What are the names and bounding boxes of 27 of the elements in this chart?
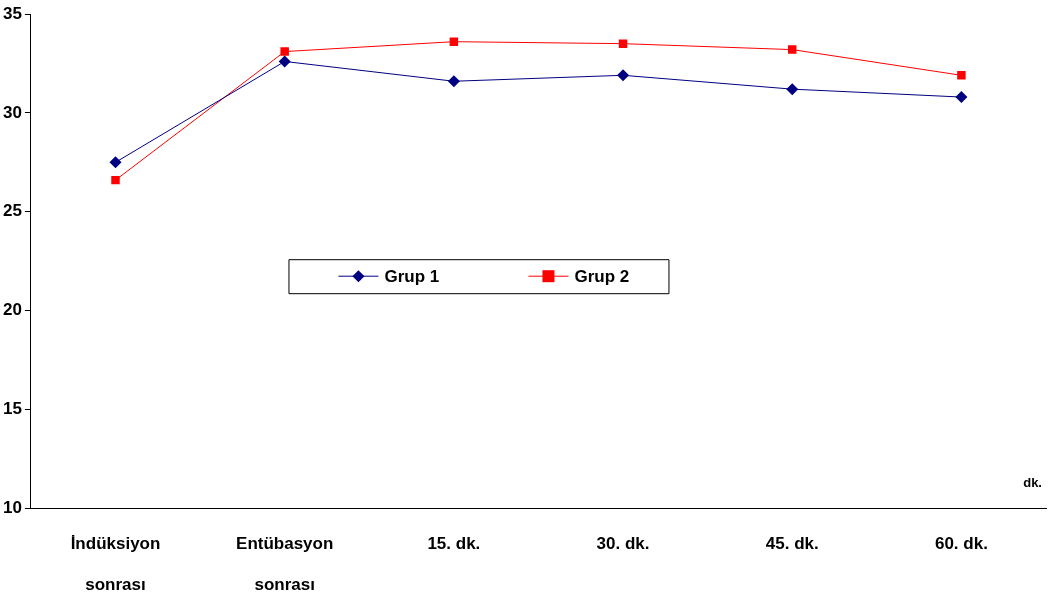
y-tick-label: 15	[2, 399, 22, 419]
point	[957, 71, 966, 80]
point	[111, 175, 120, 185]
point	[280, 47, 289, 56]
point	[786, 83, 799, 96]
y-tick-label: 30	[2, 102, 22, 122]
legend-label: Grup 2	[574, 266, 630, 286]
point	[617, 69, 630, 82]
point	[955, 91, 968, 104]
point	[278, 55, 291, 68]
y-tick-label: 10	[2, 498, 22, 518]
x-tick-label: 30. dk.	[596, 534, 650, 554]
point	[109, 156, 122, 169]
x-tick-label: 60. dk.	[934, 534, 988, 554]
point	[447, 75, 460, 88]
y-tick-label: 25	[2, 201, 22, 221]
y-tick-label: 35	[2, 3, 22, 23]
category-label: Entübasyon sonrası	[236, 534, 334, 595]
y-tick-label: 20	[2, 300, 22, 320]
point	[787, 45, 797, 54]
point	[618, 39, 628, 48]
x-tick-label: 45. dk.	[765, 534, 819, 554]
x-axis-title: dk.	[1023, 475, 1042, 491]
category-label: İndüksiyon sonrası	[70, 534, 161, 595]
x-tick-label: 15. dk.	[427, 534, 481, 554]
legend-label: Grup 1	[384, 266, 440, 286]
point	[449, 37, 459, 46]
